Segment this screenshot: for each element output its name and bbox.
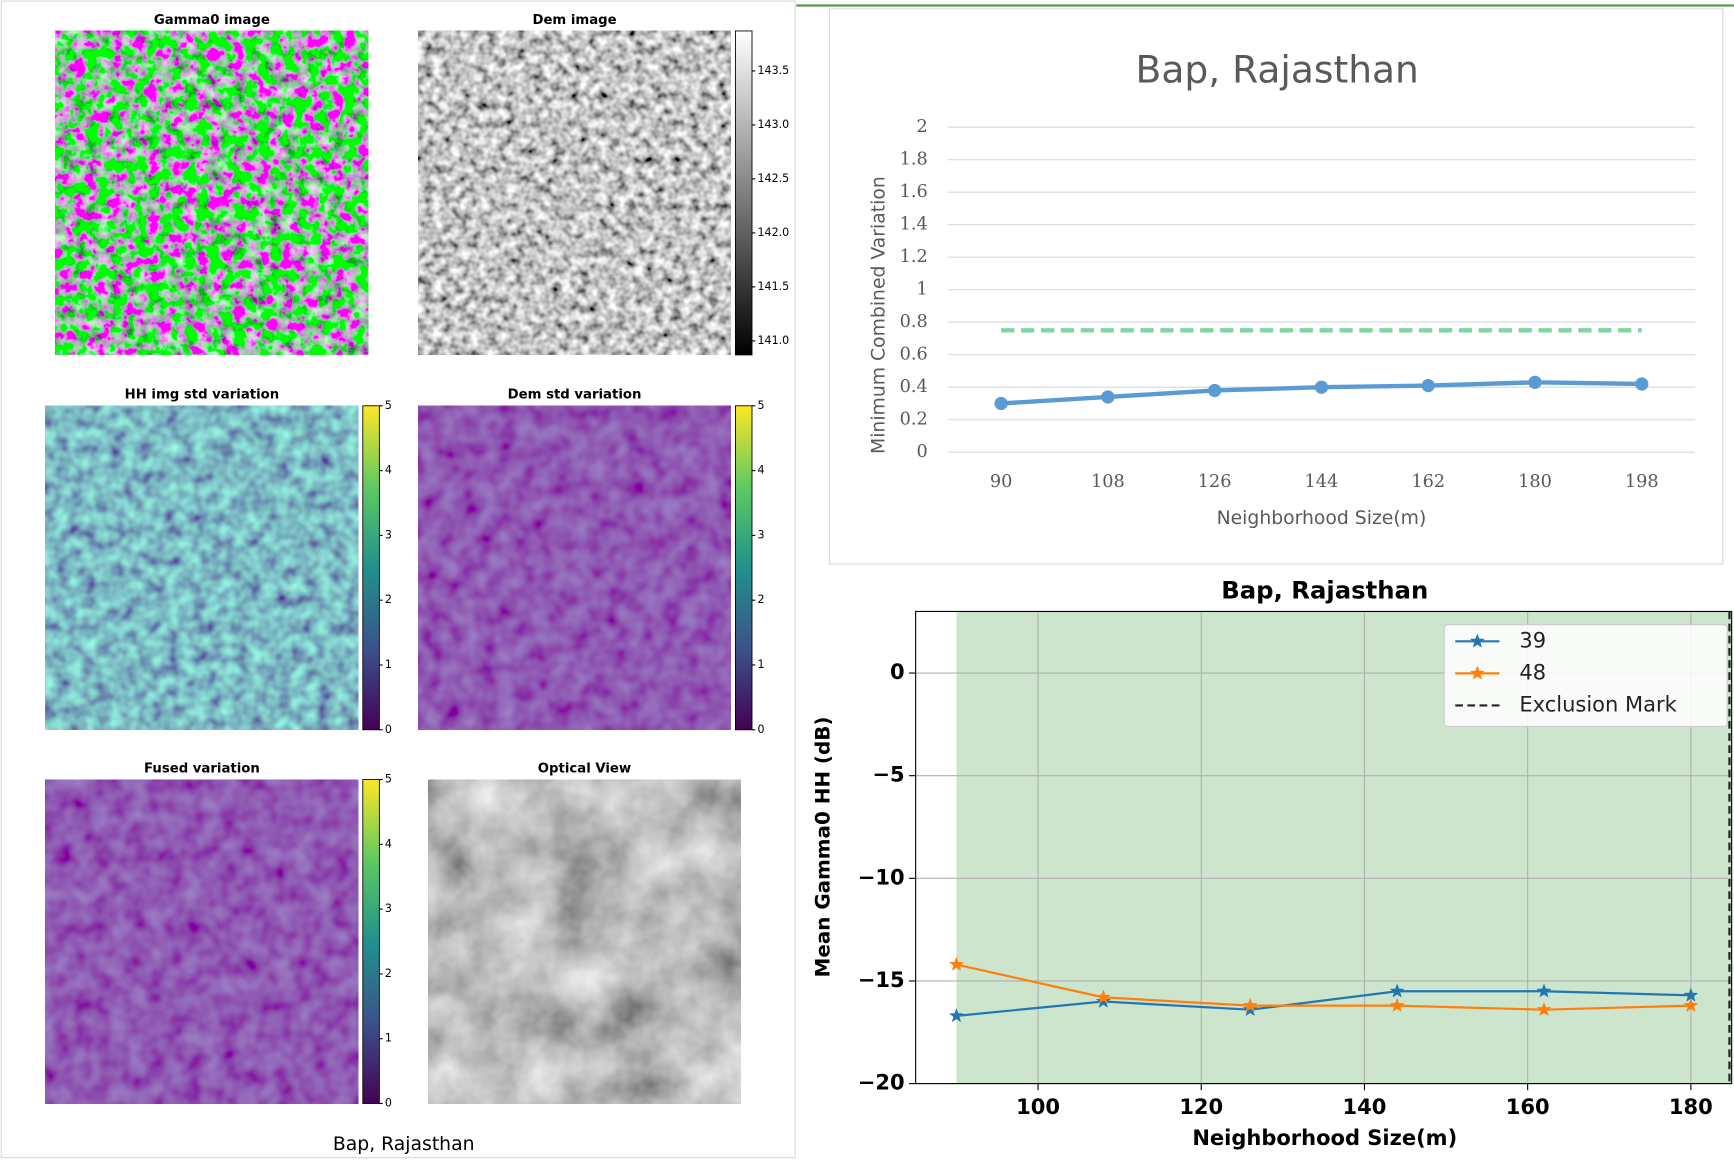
y-tick-label: −10 xyxy=(858,865,905,889)
x-tick-label: 160 xyxy=(1506,1095,1550,1119)
panel-title: Dem image xyxy=(532,13,616,28)
colorbar-tick-label: 1 xyxy=(385,1032,392,1045)
colorbar xyxy=(363,406,380,730)
colorbar-tick-label: 3 xyxy=(385,528,392,541)
y-tick-label: 0.6 xyxy=(900,345,928,365)
y-tick-label: 1 xyxy=(917,280,928,300)
y-tick-label: 1.2 xyxy=(900,247,928,267)
legend-label: Exclusion Mark xyxy=(1519,692,1677,716)
colorbar xyxy=(735,31,752,355)
chart-frame xyxy=(829,9,1722,564)
x-axis-label: Neighborhood Size(m) xyxy=(1192,1126,1457,1150)
colorbar-tick-label: 1 xyxy=(758,658,765,671)
chart-title: Bap, Rajasthan xyxy=(1136,47,1419,91)
y-axis-label: Mean Gamma0 HH (dB) xyxy=(811,716,834,977)
colorbar-tick-label: 0 xyxy=(385,1097,392,1110)
point xyxy=(1635,377,1648,390)
y-tick-label: −5 xyxy=(872,763,904,787)
colorbar-tick-label: 4 xyxy=(385,837,392,850)
colorbar-tick-label: 3 xyxy=(385,902,392,915)
colorbar xyxy=(735,406,752,730)
image xyxy=(45,406,358,730)
panel-title: Fused variation xyxy=(144,761,260,776)
point xyxy=(1315,381,1328,394)
x-tick-label: 144 xyxy=(1305,472,1339,492)
colorbar-tick-label: 141.0 xyxy=(758,334,790,347)
image xyxy=(418,406,731,730)
chart-title: Bap, Rajasthan xyxy=(1221,576,1428,605)
colorbar-tick-label: 4 xyxy=(385,464,392,477)
y-tick-label: −20 xyxy=(858,1071,905,1095)
y-tick-label: −15 xyxy=(858,968,905,992)
image xyxy=(418,31,731,355)
legend-label: 48 xyxy=(1519,660,1546,684)
point xyxy=(1528,376,1541,389)
x-tick-label: 120 xyxy=(1179,1095,1223,1119)
panel-title: Dem std variation xyxy=(508,388,642,403)
colorbar xyxy=(363,780,380,1104)
colorbar-tick-label: 2 xyxy=(385,593,392,606)
y-tick-label: 2 xyxy=(917,117,928,137)
x-tick-label: 108 xyxy=(1091,472,1125,492)
point xyxy=(994,397,1007,410)
y-tick-label: 0 xyxy=(890,660,905,684)
x-tick-label: 180 xyxy=(1669,1095,1713,1119)
x-tick-label: 180 xyxy=(1518,472,1552,492)
figure: Bap, Rajasthan Gamma0 imageDem image141.… xyxy=(0,0,1734,1161)
x-tick-label: 162 xyxy=(1411,472,1445,492)
colorbar-tick-label: 4 xyxy=(758,464,765,477)
y-tick-label: 0 xyxy=(917,442,928,462)
x-tick-label: 198 xyxy=(1625,472,1659,492)
y-tick-label: 0.2 xyxy=(900,410,928,430)
point xyxy=(1422,379,1435,392)
y-axis-label: Minimum Combined Variation xyxy=(869,176,890,454)
panel-title: Gamma0 image xyxy=(154,13,270,28)
y-tick-label: 1.4 xyxy=(900,215,928,235)
colorbar-tick-label: 5 xyxy=(385,773,392,786)
x-tick-label: 140 xyxy=(1343,1095,1387,1119)
y-tick-label: 0.8 xyxy=(900,312,928,332)
panel-title: HH img std variation xyxy=(125,388,280,403)
image xyxy=(55,31,368,355)
image xyxy=(45,780,358,1104)
colorbar-tick-label: 5 xyxy=(385,399,392,412)
x-tick-label: 90 xyxy=(990,472,1013,492)
colorbar-tick-label: 143.5 xyxy=(758,64,790,77)
panel-title: Optical View xyxy=(538,761,631,776)
colorbar-tick-label: 1 xyxy=(385,658,392,671)
colorbar-tick-label: 141.5 xyxy=(758,280,790,293)
point xyxy=(1101,390,1114,403)
y-tick-label: 1.6 xyxy=(900,182,928,202)
x-axis-label: Neighborhood Size(m) xyxy=(1217,508,1427,529)
y-tick-label: 0.4 xyxy=(900,377,928,397)
colorbar-tick-label: 142.0 xyxy=(758,226,790,239)
colorbar-tick-label: 3 xyxy=(758,528,765,541)
colorbar-tick-label: 5 xyxy=(758,399,765,412)
caption: Bap, Rajasthan xyxy=(333,1134,475,1155)
colorbar-tick-label: 2 xyxy=(758,593,765,606)
colorbar-tick-label: 0 xyxy=(758,723,765,736)
colorbar-tick-label: 0 xyxy=(385,723,392,736)
x-tick-label: 100 xyxy=(1016,1095,1060,1119)
x-tick-label: 126 xyxy=(1198,472,1232,492)
image xyxy=(428,780,741,1104)
point xyxy=(1208,384,1221,397)
legend-label: 39 xyxy=(1519,628,1546,652)
colorbar-tick-label: 143.0 xyxy=(758,118,790,131)
colorbar-tick-label: 142.5 xyxy=(758,172,790,185)
colorbar-tick-label: 2 xyxy=(385,967,392,980)
y-tick-label: 1.8 xyxy=(900,150,928,170)
